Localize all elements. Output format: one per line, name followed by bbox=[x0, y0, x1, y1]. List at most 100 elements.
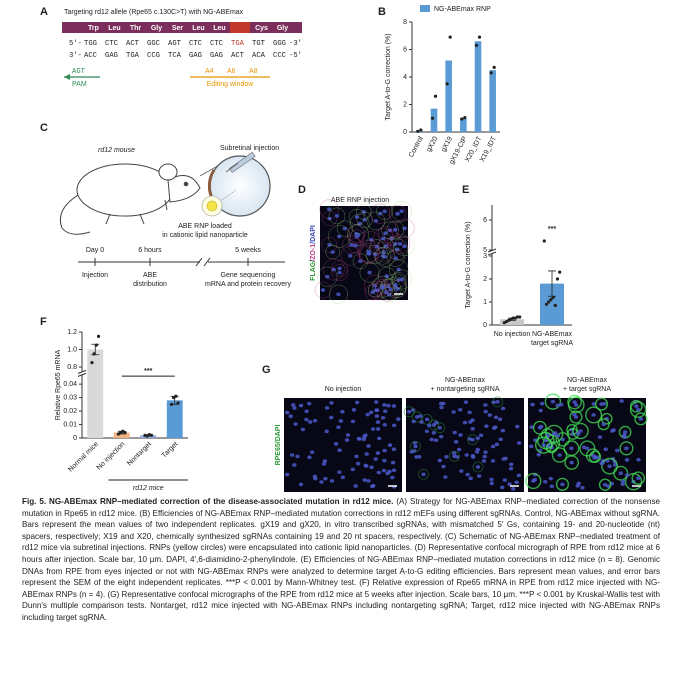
data-point bbox=[489, 71, 493, 75]
panel-letter: C bbox=[40, 122, 48, 134]
nucleus bbox=[382, 458, 387, 463]
nucleus bbox=[555, 403, 560, 408]
nucleus bbox=[451, 410, 456, 414]
y-tick-label: 6 bbox=[483, 217, 487, 224]
data-point bbox=[463, 115, 467, 120]
nucleus bbox=[638, 417, 644, 421]
nucleus bbox=[595, 455, 600, 460]
nucleus bbox=[380, 285, 385, 289]
nucleus bbox=[459, 469, 464, 473]
nucleus bbox=[399, 277, 405, 282]
nucleus bbox=[503, 456, 508, 461]
nucleus bbox=[576, 431, 581, 436]
nucleus bbox=[452, 454, 457, 459]
y-tick-label: 2 bbox=[403, 101, 407, 108]
cell-border bbox=[391, 200, 412, 222]
stain-part: FLAG bbox=[310, 261, 317, 281]
y-axis-label: Relative Rpe65 mRNA bbox=[55, 349, 62, 420]
data-point bbox=[511, 316, 515, 320]
caption-text: (A) Strategy for NG-ABEmax RNP–mediated … bbox=[22, 497, 660, 622]
nucleus bbox=[375, 420, 381, 424]
nucleus bbox=[397, 242, 403, 246]
nucleus bbox=[363, 463, 368, 468]
x-tick-label: gX19 bbox=[440, 135, 454, 153]
nucleus bbox=[601, 422, 606, 427]
nucleus bbox=[354, 400, 360, 405]
y-tick-label: 0 bbox=[73, 435, 77, 442]
nucleus bbox=[532, 477, 538, 482]
cell-border bbox=[356, 211, 373, 228]
rpe65-signal bbox=[525, 472, 542, 490]
rpe65-signal bbox=[634, 412, 648, 426]
y-tick-label: 0.04 bbox=[63, 381, 77, 388]
rpe65-signal bbox=[418, 468, 429, 480]
nucleus bbox=[375, 451, 381, 455]
nucleus bbox=[366, 444, 371, 448]
nucleus bbox=[553, 431, 558, 435]
editing-window-label: Editing window bbox=[207, 81, 255, 88]
nucleus bbox=[456, 447, 462, 452]
nucleus bbox=[483, 450, 488, 454]
timeline-time: 6 hours bbox=[138, 247, 162, 254]
amino-acid: Leu bbox=[108, 25, 120, 32]
nucleus bbox=[502, 478, 508, 482]
y-tick-label: 3 bbox=[483, 253, 487, 260]
stain-part: / bbox=[310, 260, 317, 262]
nucleus bbox=[336, 292, 341, 297]
rpe65-signal bbox=[551, 447, 568, 463]
rpe65-signal bbox=[555, 477, 570, 491]
nucleus bbox=[327, 216, 332, 221]
nucleus bbox=[362, 478, 367, 482]
y-tick-label: 0.8 bbox=[67, 364, 77, 371]
nucleus bbox=[375, 427, 381, 431]
nucleus bbox=[529, 444, 534, 449]
nucleus bbox=[452, 430, 457, 435]
nucleus bbox=[374, 400, 379, 404]
nucleus bbox=[319, 480, 324, 484]
bar bbox=[500, 319, 524, 325]
rpe65-signal bbox=[629, 401, 647, 418]
cell-border bbox=[373, 228, 394, 249]
nucleus bbox=[304, 417, 309, 422]
cell-border bbox=[349, 229, 365, 244]
nucleus bbox=[337, 234, 342, 239]
nucleus bbox=[439, 405, 444, 410]
strand-end: -3′ bbox=[289, 40, 302, 48]
nucleus bbox=[367, 270, 372, 275]
nucleus bbox=[329, 401, 334, 405]
nucleus bbox=[550, 399, 556, 404]
data-point bbox=[94, 343, 98, 347]
nucleus bbox=[625, 473, 630, 477]
nucleus bbox=[511, 487, 516, 491]
nucleus bbox=[289, 453, 295, 457]
nucleus bbox=[336, 425, 341, 430]
y-tick-label: 1.0 bbox=[67, 346, 77, 353]
nucleus bbox=[611, 428, 616, 432]
bar bbox=[489, 70, 496, 132]
nucleus bbox=[421, 472, 426, 477]
nucleus bbox=[433, 438, 439, 443]
nucleus bbox=[329, 415, 334, 420]
nucleus bbox=[516, 441, 522, 445]
nucleus bbox=[569, 446, 574, 451]
nucleus bbox=[599, 402, 604, 406]
panel-letter: A bbox=[40, 6, 48, 18]
nucleus bbox=[441, 464, 446, 469]
nucleus bbox=[338, 419, 344, 423]
nucleus bbox=[482, 454, 487, 459]
y-tick-label: 8 bbox=[403, 19, 407, 26]
bar bbox=[474, 41, 482, 132]
amino-acid: Trp bbox=[88, 25, 99, 32]
codon: ACT bbox=[231, 52, 245, 60]
significance: *** bbox=[144, 368, 152, 375]
nucleus bbox=[468, 476, 473, 481]
nucleus bbox=[539, 401, 545, 406]
nucleus bbox=[602, 482, 608, 487]
nucleus bbox=[573, 415, 579, 419]
cell-border bbox=[389, 233, 411, 254]
figure: A Targeting rd12 allele (Rpe65 c.130C>T) … bbox=[40, 5, 648, 492]
bar bbox=[430, 108, 438, 132]
x-tick-label: NG-ABEmax target sgRNA bbox=[531, 331, 573, 347]
nucleus bbox=[489, 481, 495, 486]
nucleus bbox=[491, 426, 497, 430]
